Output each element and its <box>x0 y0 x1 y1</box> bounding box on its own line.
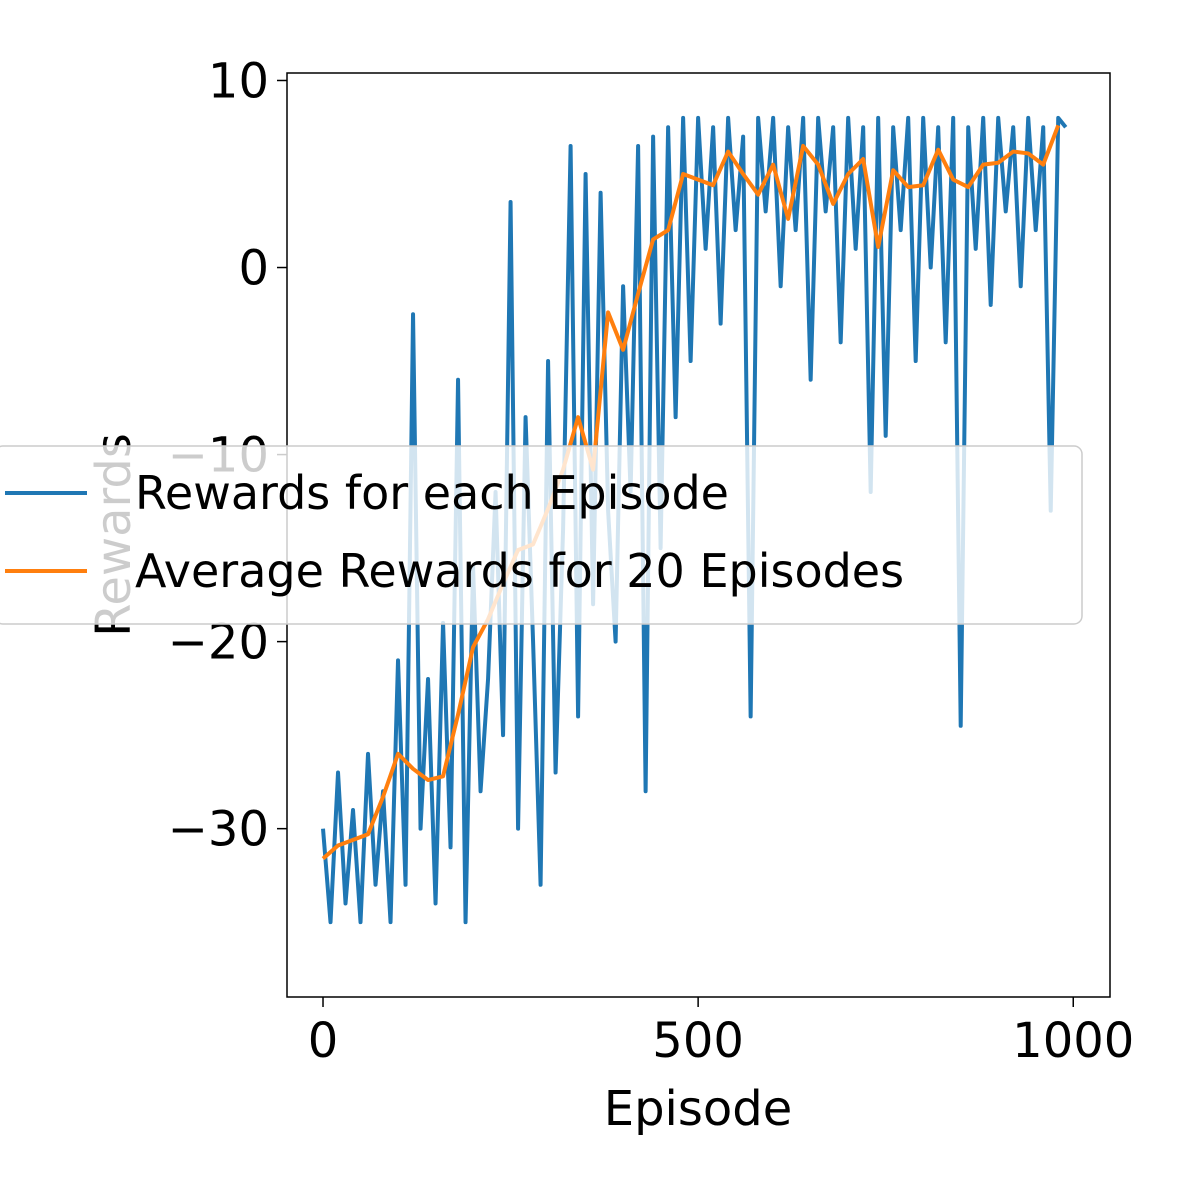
y-tick-label: 0 <box>238 241 269 297</box>
y-tick-label: 10 <box>208 53 269 109</box>
legend: Rewards for each Episode Average Rewards … <box>0 445 1083 625</box>
legend-label: Average Rewards for 20 Episodes <box>135 544 904 598</box>
legend-box <box>0 445 1083 625</box>
series-line <box>321 124 1061 861</box>
y-tick-label: −30 <box>168 802 269 858</box>
x-tick-label: 500 <box>652 1013 744 1069</box>
legend-label: Rewards for each Episode <box>135 466 729 520</box>
plot-area <box>321 115 1068 925</box>
x-axis-label: Episode <box>604 1081 793 1137</box>
x-tick-label: 1000 <box>1012 1013 1134 1069</box>
x-tick-label: 0 <box>308 1013 339 1069</box>
series-line <box>321 115 1068 925</box>
